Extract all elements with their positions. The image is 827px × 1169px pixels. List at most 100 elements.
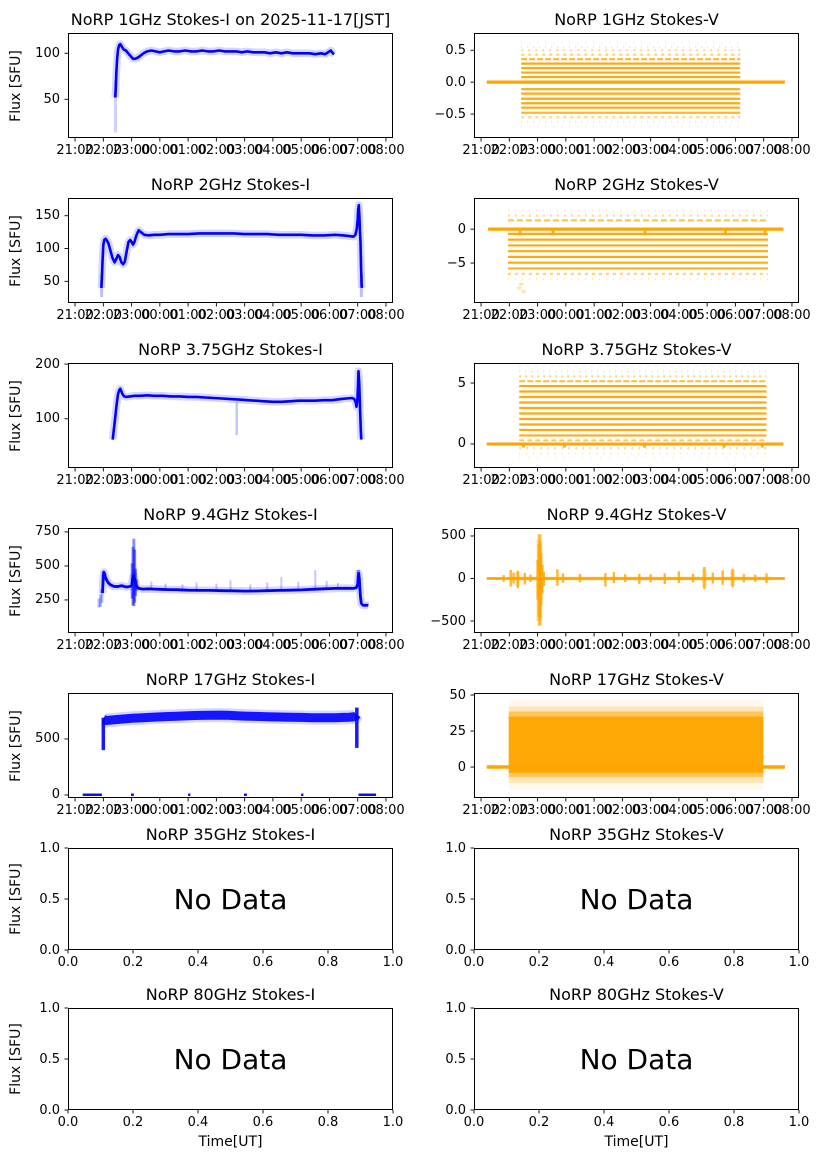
y-tick-label: −5 — [446, 255, 466, 271]
x-tick-label: 00:00 — [547, 638, 585, 653]
x-tick-label: 04:00 — [660, 473, 698, 488]
y-tick-label: 1.0 — [39, 840, 60, 856]
plot-area-2ghz-stokes-v — [470, 198, 799, 307]
x-tick-label: 04:00 — [660, 143, 698, 158]
x-tick-label: 02:00 — [603, 473, 642, 488]
x-tick-label: 0.0 — [463, 1115, 485, 1130]
x-tick-label: 03:00 — [225, 143, 264, 158]
x-tick-label: 0.4 — [593, 955, 615, 970]
x-tick-label: 06:00 — [310, 308, 349, 323]
y-axis-label: Flux [SFU] — [8, 214, 24, 287]
y-tick-label: −0.5 — [434, 106, 466, 122]
x-tick-label: 0.8 — [723, 1115, 745, 1130]
x-tick-label: 00:00 — [141, 803, 179, 818]
x-tick-label: 01:00 — [169, 473, 207, 488]
x-tick-label: 0.8 — [723, 955, 745, 970]
y-tick-label: 0.0 — [445, 1102, 466, 1118]
x-tick-label: 07:00 — [338, 143, 377, 158]
x-tick-label: 0.0 — [463, 955, 485, 970]
x-tick-label: 0.2 — [122, 1115, 144, 1130]
x-tick-label: 05:00 — [688, 473, 726, 488]
x-tick-label: 22:00 — [84, 143, 123, 158]
plot-area-9.4ghz-stokes-v — [470, 528, 799, 637]
x-tick-label: 21:00 — [462, 473, 500, 488]
x-tick-label: 08:00 — [367, 803, 405, 818]
y-tick-label: −500 — [430, 613, 466, 629]
y-axis-label: Flux [SFU] — [8, 49, 24, 122]
subplot-9.4ghz-stokes-i — [64, 528, 393, 637]
x-tick-label: 04:00 — [254, 473, 292, 488]
y-tick-label: 0 — [51, 787, 60, 803]
x-tick-label: 07:00 — [744, 803, 783, 818]
x-tick-label: 06:00 — [310, 803, 349, 818]
y-tick-label: 0.0 — [39, 1102, 60, 1118]
x-tick-label: 1.0 — [382, 1115, 404, 1130]
x-tick-label: 08:00 — [367, 638, 405, 653]
x-tick-label: 22:00 — [84, 308, 123, 323]
y-tick-label: 1.0 — [445, 840, 466, 856]
no-data-text: No Data — [173, 1042, 288, 1076]
no-data-text: No Data — [173, 882, 288, 916]
subplot-3.75ghz-stokes-v — [470, 363, 799, 472]
x-tick-label: 08:00 — [773, 143, 811, 158]
x-tick-label: 02:00 — [197, 803, 236, 818]
x-tick-label: 00:00 — [141, 308, 179, 323]
x-tick-label: 02:00 — [197, 143, 236, 158]
x-tick-label: 04:00 — [660, 638, 698, 653]
plot-area-2ghz-stokes-i — [64, 198, 393, 307]
subplot-title: NoRP 1GHz Stokes-V — [554, 10, 719, 29]
x-tick-label: 22:00 — [490, 308, 529, 323]
x-tick-label: 22:00 — [490, 473, 529, 488]
subplot-title: NoRP 35GHz Stokes-V — [549, 825, 724, 844]
x-tick-label: 08:00 — [773, 473, 811, 488]
subplot-title: NoRP 80GHz Stokes-V — [549, 985, 724, 1004]
y-tick-label: 50 — [449, 687, 466, 703]
subplot-title: NoRP 9.4GHz Stokes-V — [546, 505, 727, 524]
x-tick-label: 00:00 — [547, 473, 585, 488]
x-tick-label: 05:00 — [688, 308, 726, 323]
x-tick-label: 21:00 — [56, 308, 94, 323]
x-tick-label: 0.6 — [252, 955, 274, 970]
plot-area-35ghz-stokes-v — [470, 847, 800, 954]
x-axis-label: Time[UT] — [198, 1134, 263, 1150]
x-tick-label: 21:00 — [462, 803, 500, 818]
y-tick-label: 0.0 — [445, 74, 466, 90]
y-tick-label: 5 — [457, 375, 466, 391]
x-tick-label: 08:00 — [367, 473, 405, 488]
x-tick-label: 21:00 — [56, 638, 94, 653]
x-tick-label: 01:00 — [575, 473, 613, 488]
x-tick-label: 03:00 — [631, 143, 670, 158]
x-tick-label: 05:00 — [688, 143, 726, 158]
x-tick-label: 00:00 — [141, 143, 179, 158]
y-tick-label: 500 — [441, 528, 466, 544]
x-tick-label: 03:00 — [225, 638, 264, 653]
no-data-text: No Data — [579, 1042, 694, 1076]
x-tick-label: 22:00 — [84, 803, 123, 818]
x-tick-label: 01:00 — [169, 638, 207, 653]
no-data-text: No Data — [579, 882, 694, 916]
x-tick-label: 0.4 — [187, 1115, 209, 1130]
x-tick-label: 01:00 — [575, 143, 613, 158]
x-tick-label: 22:00 — [490, 803, 529, 818]
x-tick-label: 1.0 — [382, 955, 404, 970]
subplot-2ghz-stokes-v — [470, 198, 799, 307]
plot-area-17ghz-stokes-i — [64, 693, 393, 802]
plot-area-3.75ghz-stokes-v — [470, 363, 799, 472]
x-tick-label: 03:00 — [225, 308, 264, 323]
x-tick-label: 1.0 — [788, 955, 810, 970]
x-tick-label: 23:00 — [112, 638, 151, 653]
x-tick-label: 0.4 — [593, 1115, 615, 1130]
plot-area-9.4ghz-stokes-i — [64, 528, 393, 637]
y-tick-label: 0 — [457, 221, 466, 237]
x-tick-label: 21:00 — [462, 308, 500, 323]
x-tick-label: 00:00 — [547, 143, 585, 158]
x-tick-label: 06:00 — [716, 473, 755, 488]
x-tick-label: 23:00 — [112, 143, 151, 158]
x-tick-label: 02:00 — [603, 143, 642, 158]
x-tick-label: 01:00 — [575, 803, 613, 818]
y-tick-label: 0.5 — [445, 42, 466, 58]
x-tick-label: 07:00 — [744, 143, 783, 158]
y-tick-label: 250 — [35, 592, 60, 608]
y-tick-label: 100 — [35, 45, 60, 61]
